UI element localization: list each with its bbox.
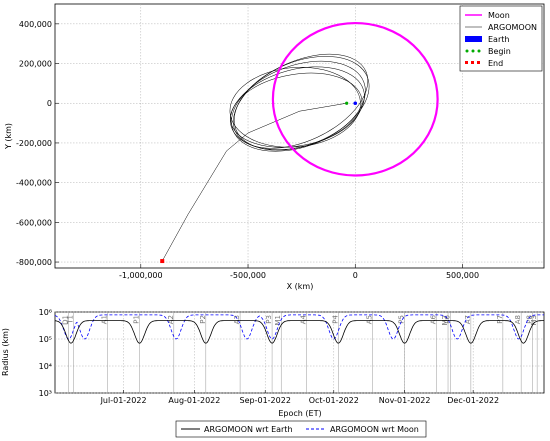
radius-tick-label: 10³ (39, 389, 52, 398)
event-label: A3 (233, 315, 241, 324)
x-tick-label: -500,000 (230, 271, 266, 280)
argomoon-transfer-path (161, 102, 347, 262)
moon-radius-series (54, 314, 544, 340)
trajectory-grid (55, 4, 544, 268)
epoch-tick-label: Dec-01-2022 (447, 396, 499, 405)
legend-argomoon-label: ARGOMOON (488, 23, 537, 32)
event-label: A1 (101, 315, 109, 324)
event-label: A4 (299, 314, 307, 324)
event-label: A6 (430, 314, 438, 324)
event-label: D1 (62, 315, 70, 325)
radius-legend: ARGOMOON wrt Earth ARGOMOON wrt Moon (175, 420, 427, 438)
radius-axis-label: Radius (km) (1, 328, 10, 376)
event-label: P5 (398, 315, 406, 324)
argomoon-trajectory (161, 53, 370, 262)
argomoon-orbit-loop (233, 53, 369, 149)
legend-end-label: End (488, 59, 503, 68)
y-tick-label: -600,000 (16, 218, 52, 227)
argomoon-wrt-earth-line (54, 320, 544, 344)
epoch-tick-label: Sep-01-2022 (240, 396, 291, 405)
epoch-tick-label: Aug-01-2022 (168, 396, 220, 405)
argomoon-orbit-loop (231, 60, 366, 152)
trajectory-markers (160, 101, 358, 264)
legend-end-swatch (465, 61, 480, 64)
y-axis-label: Y (km) (4, 123, 13, 150)
legend-earth-swatch (465, 36, 482, 42)
event-label: P4 (331, 314, 339, 323)
begin-marker (345, 101, 349, 105)
trajectory-legend: Moon ARGOMOON Earth Begin End (459, 5, 543, 72)
trajectory-ticks: -1,000,000 -500,000 0 500,000 400,000 200,000… (16, 20, 479, 280)
y-tick-label: -400,000 (16, 179, 52, 188)
argomoon-wrt-moon-line (54, 314, 544, 340)
y-tick-label: -200,000 (16, 139, 52, 148)
event-label: P6 (443, 314, 451, 323)
epoch-tick-label: Jul-01-2022 (100, 396, 147, 405)
epoch-axis-label: Epoch (ET) (278, 409, 321, 418)
x-tick-label: -1,000,000 (119, 271, 163, 280)
x-axis-label: X (km) (287, 282, 314, 291)
event-label: A8 (514, 315, 522, 324)
earth-marker (353, 101, 358, 106)
event-label: P7 (496, 315, 504, 324)
x-tick-label: 500,000 (446, 271, 479, 280)
event-label: P8 (526, 315, 534, 324)
y-tick-label: 200,000 (19, 60, 52, 69)
end-marker (160, 259, 165, 264)
argomoon-orbit-loop (229, 67, 361, 148)
epoch-tick-label: Oct-01-2022 (309, 396, 359, 405)
event-label: M3 (530, 315, 538, 326)
legend-wrt-moon-label: ARGOMOON wrt Moon (330, 425, 419, 434)
event-label: T1 (66, 315, 74, 325)
legend-begin-swatch (465, 49, 481, 53)
radius-tick-label: 10⁴ (39, 362, 52, 371)
y-tick-label: -800,000 (16, 258, 52, 267)
event-label: A2 (167, 315, 175, 324)
legend-begin-label: Begin (488, 47, 511, 56)
legend-moon-label: Moon (488, 11, 510, 20)
y-tick-label: 0 (47, 99, 52, 108)
radius-ticks: 10³ 10⁴ 10⁵ 10⁶ Jul-01-2022 Aug-01-2022 Sep-01… (39, 308, 499, 405)
epoch-tick-label: Nov-01-2022 (379, 396, 431, 405)
earth-radius-series (54, 320, 544, 344)
event-label: P1 (133, 315, 141, 324)
event-label: M1 (274, 315, 282, 326)
x-tick-label: 0 (353, 271, 358, 280)
event-label: P3 (265, 315, 273, 324)
legend-wrt-earth-label: ARGOMOON wrt Earth (204, 425, 293, 434)
radius-legend-box (175, 420, 427, 438)
radius-tick-label: 10⁶ (39, 308, 52, 317)
radius-tick-label: 10⁵ (39, 335, 52, 344)
moon-orbit (271, 21, 439, 177)
legend-earth-label: Earth (488, 35, 509, 44)
event-label: A7 (464, 315, 472, 324)
y-tick-label: 400,000 (19, 20, 52, 29)
moon-orbit-circle (271, 21, 439, 177)
trajectory-plot: -1,000,000 -500,000 0 500,000 400,000 200,000… (4, 3, 545, 291)
event-label: P2 (199, 315, 207, 324)
event-label: A5 (366, 315, 374, 324)
argomoon-orbit-loop (230, 72, 363, 148)
